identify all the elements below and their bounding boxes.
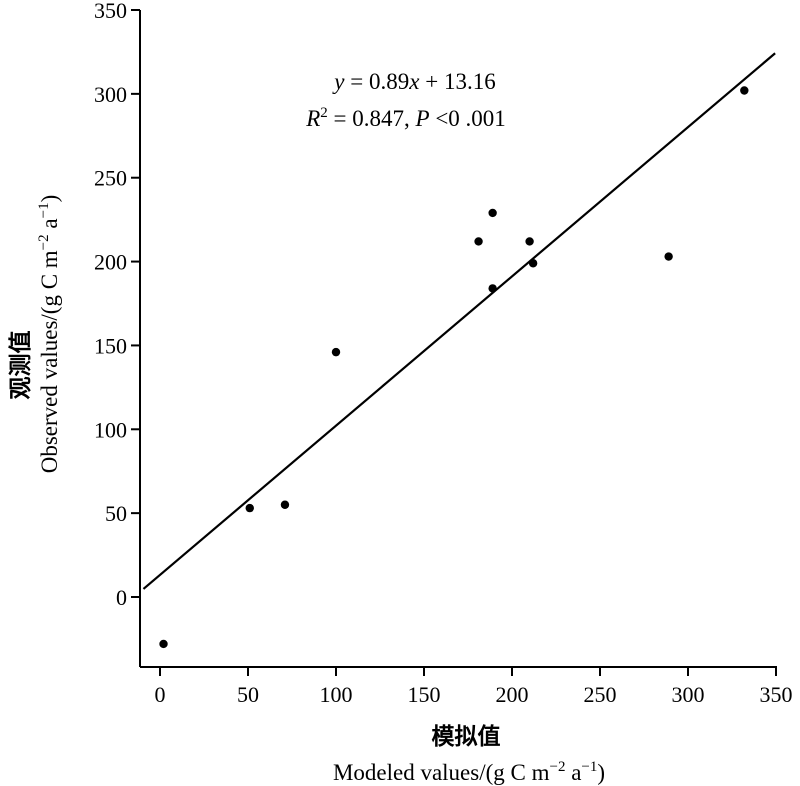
y-tick-label: 0	[116, 585, 127, 610]
data-point	[159, 639, 168, 649]
y-tick-label: 300	[94, 82, 127, 107]
eq-slope-text: = 0.89	[345, 69, 410, 94]
x-axis-title-cn: 模拟值	[432, 723, 501, 749]
y-tick-label: 50	[105, 501, 127, 526]
eq-x-symbol: x	[408, 69, 420, 94]
x-tick-label: 100	[320, 682, 353, 707]
x-axis-title-main: Modeled values/(g C m	[333, 760, 550, 785]
x-tick-label: 300	[672, 682, 705, 707]
y-tick-label: 100	[94, 417, 127, 442]
data-point	[331, 347, 341, 357]
x-axis-title-mid: a	[565, 760, 581, 785]
regression-equation: y = 0.89x + 13.16	[332, 69, 495, 94]
x-axis-title-end: )	[597, 760, 605, 785]
regression-line	[142, 52, 776, 590]
y-axis-title-en: Observed values/(g C m−2 a−1)	[36, 195, 62, 474]
y-tick-label: 350	[94, 0, 127, 23]
data-points	[159, 86, 749, 649]
data-point	[740, 86, 749, 95]
eq-y-symbol: y	[332, 69, 345, 94]
r-value-text: = 0.847,	[328, 106, 416, 131]
x-tick-label: 250	[584, 682, 617, 707]
y-axis-title-main: Observed values/(g C m	[37, 250, 62, 473]
r-symbol: R	[305, 106, 320, 131]
eq-intercept-text: + 13.16	[419, 69, 495, 94]
p-symbol: P	[415, 106, 430, 131]
data-point	[245, 503, 254, 513]
x-tick-label: 350	[760, 682, 793, 707]
y-tick-label: 250	[94, 166, 127, 191]
y-axis-title-end: )	[37, 195, 62, 203]
data-point	[488, 208, 497, 218]
y-axis-title-sup1: −2	[36, 234, 52, 250]
data-point	[664, 252, 673, 261]
x-tick-label: 200	[496, 682, 529, 707]
y-tick-label: 150	[94, 333, 127, 358]
y-axis-title-en-group: Observed values/(g C m−2 a−1)	[36, 195, 62, 474]
r-superscript: 2	[320, 105, 328, 121]
y-axis-title-cn-group: 观测值	[7, 331, 33, 400]
data-point	[474, 237, 483, 246]
x-axis-title-sup2: −1	[581, 759, 597, 775]
y-tick-label: 200	[94, 250, 127, 275]
x-tick-label: 150	[408, 682, 441, 707]
x-tick-label: 0	[155, 682, 166, 707]
regression-statistics: R2 = 0.847, P <0 .001	[305, 105, 506, 131]
axes	[139, 10, 777, 668]
x-axis-title-en: Modeled values/(g C m−2 a−1)	[333, 759, 605, 785]
y-axis-title-cn: 观测值	[7, 331, 33, 400]
x-axis-title-sup1: −2	[549, 759, 565, 775]
y-axis-title-sup2: −1	[36, 202, 52, 218]
p-value-text: <0 .001	[430, 106, 506, 131]
data-point	[525, 237, 534, 246]
y-axis-title-mid: a	[37, 218, 62, 234]
ticks: 0 50 100 150 200 250 300 350 0 50 100 150 200 250 300 3…	[94, 0, 793, 707]
data-point	[280, 500, 290, 509]
x-tick-label: 50	[237, 682, 259, 707]
